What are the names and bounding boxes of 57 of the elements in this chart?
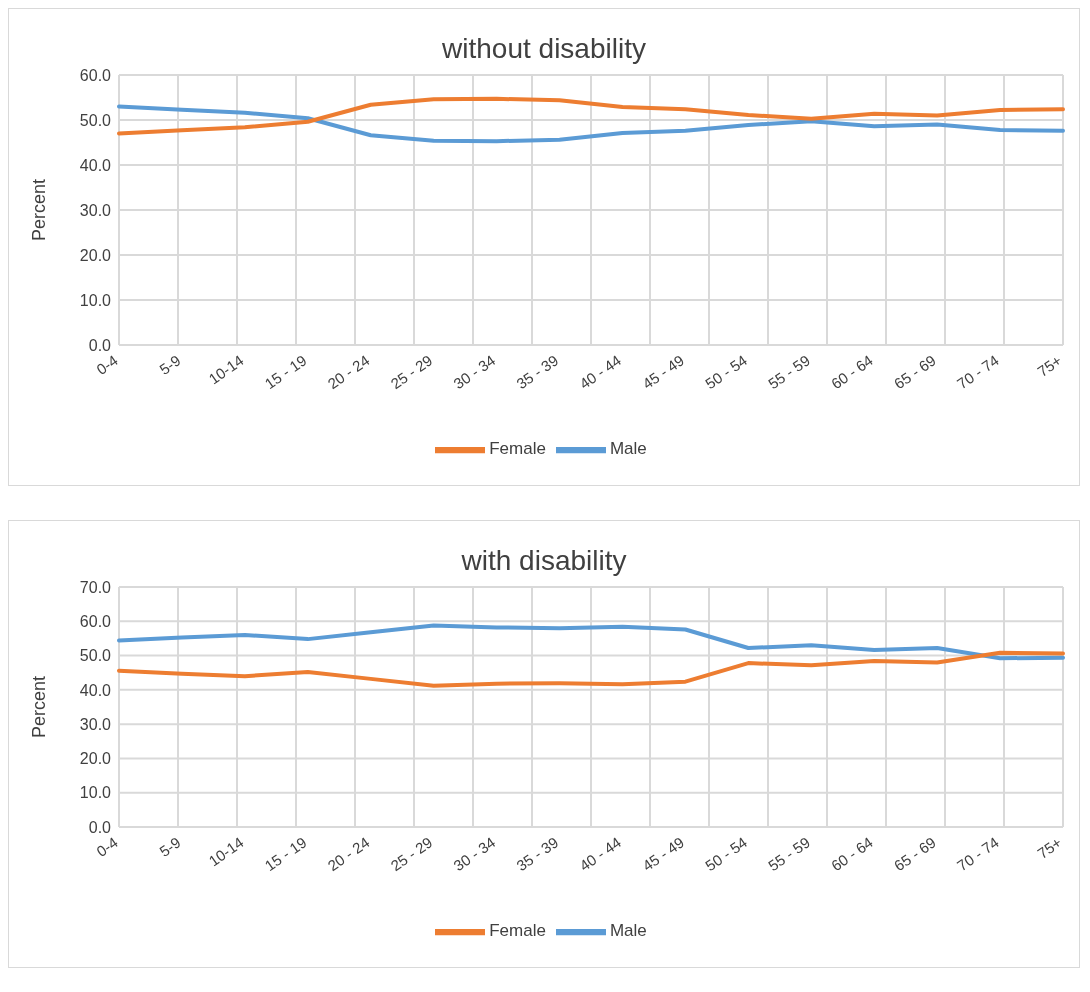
x-tick-label: 70 - 74	[953, 351, 1002, 393]
legend-label: Female	[489, 439, 546, 459]
x-tick-label: 65 - 69	[890, 351, 939, 393]
chart-title: with disability	[460, 544, 628, 577]
x-tick-label: 15 - 19	[261, 833, 310, 875]
y-tick-label: 10.0	[79, 291, 112, 309]
y-tick-label: 0.0	[88, 336, 112, 354]
legend-label: Male	[609, 921, 647, 941]
x-tick-label: 45 - 49	[639, 351, 688, 393]
x-tick-label: 25 - 29	[387, 833, 436, 875]
x-tick-label: 15 - 19	[261, 351, 310, 393]
x-tick-label: 70 - 74	[953, 833, 1002, 875]
chart-title: without disability	[441, 32, 647, 65]
x-tick-label: 60 - 64	[827, 833, 876, 875]
x-tick-label: 30 - 34	[450, 351, 499, 393]
x-tick-label: 35 - 39	[513, 351, 562, 393]
y-axis-title: Percent	[29, 178, 50, 242]
y-tick-label: 60.0	[79, 66, 112, 84]
y-tick-label: 70.0	[79, 578, 112, 596]
y-tick-label: 30.0	[79, 201, 112, 219]
x-tick-label: 40 - 44	[576, 833, 625, 875]
x-tick-label: 0-4	[93, 833, 121, 860]
x-tick-label: 60 - 64	[827, 351, 876, 393]
line-series	[117, 104, 1065, 144]
x-tick-label: 25 - 29	[387, 351, 436, 393]
y-tick-label: 50.0	[79, 111, 112, 129]
x-tick-label: 65 - 69	[890, 833, 939, 875]
y-tick-label: 30.0	[79, 715, 112, 733]
y-tick-label: 40.0	[79, 681, 112, 699]
x-tick-label: 20 - 24	[324, 833, 373, 875]
y-tick-label: 20.0	[79, 750, 112, 768]
y-tick-label: 0.0	[88, 818, 112, 836]
x-tick-label: 20 - 24	[324, 351, 373, 393]
legend-label: Female	[489, 921, 546, 941]
x-tick-label: 75+	[1034, 351, 1065, 381]
x-tick-label: 50 - 54	[702, 833, 751, 875]
legend-label: Male	[609, 439, 647, 459]
y-tick-label: 60.0	[79, 612, 112, 630]
x-tick-label: 75+	[1034, 833, 1065, 863]
y-tick-label: 40.0	[79, 156, 112, 174]
x-tick-label: 30 - 34	[450, 833, 499, 875]
line-series	[117, 650, 1065, 688]
x-tick-label: 55 - 59	[764, 833, 813, 875]
x-tick-label: 45 - 49	[639, 833, 688, 875]
x-tick-label: 0-4	[93, 351, 121, 378]
line-series	[117, 96, 1065, 136]
x-tick-label: 35 - 39	[513, 833, 562, 875]
line-series	[117, 623, 1065, 661]
y-axis-title: Percent	[29, 675, 50, 739]
x-tick-label: 5-9	[156, 833, 184, 860]
x-tick-label: 55 - 59	[764, 351, 813, 393]
x-tick-label: 40 - 44	[576, 351, 625, 393]
y-tick-label: 50.0	[79, 647, 112, 665]
y-tick-label: 10.0	[79, 784, 112, 802]
x-tick-label: 5-9	[156, 351, 184, 378]
x-tick-label: 50 - 54	[702, 351, 751, 393]
y-tick-label: 20.0	[79, 246, 112, 264]
